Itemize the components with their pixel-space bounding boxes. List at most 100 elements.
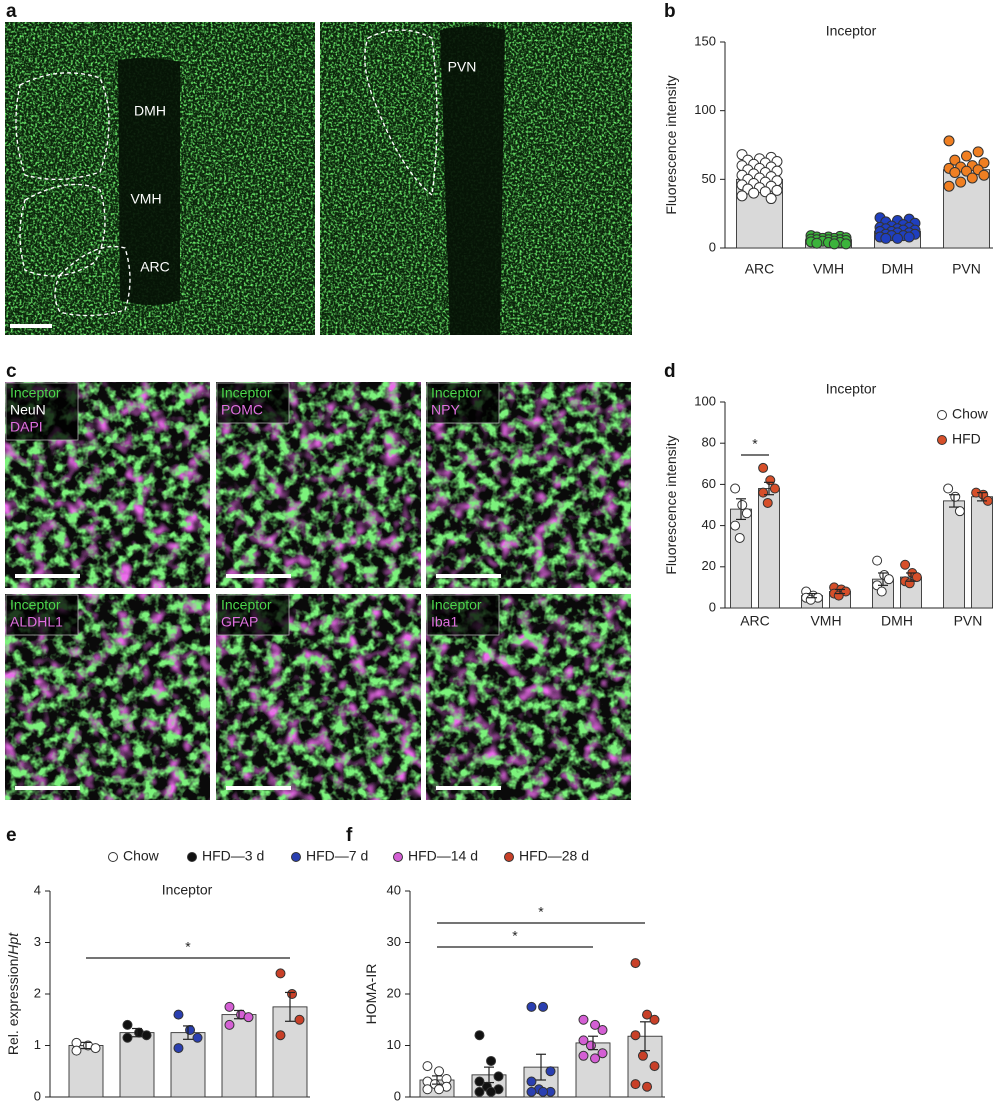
marker-label: Inceptor <box>221 597 272 613</box>
error-bar <box>588 1035 598 1051</box>
micrograph-a-left: DMH VMH ARC <box>5 22 315 335</box>
bar <box>971 496 993 609</box>
region-label: ARC <box>140 259 170 275</box>
data-point <box>173 1043 184 1054</box>
data-point <box>538 1086 549 1097</box>
data-point <box>748 187 760 199</box>
data-point <box>758 487 769 498</box>
data-point <box>966 172 978 184</box>
data-point <box>422 1084 433 1095</box>
x-tick-label: PVN <box>954 613 983 629</box>
data-point <box>903 231 915 243</box>
error-bar <box>234 1009 244 1020</box>
y-tick-label: 150 <box>694 33 716 48</box>
legend-label: HFD—7 d <box>306 848 368 864</box>
error-bar <box>432 1075 442 1085</box>
x-tick-label: DMH <box>881 613 913 629</box>
marker-label: Inceptor <box>431 597 482 613</box>
chart: 0 50 100 150 Inceptor Fluorescence intensity A… <box>663 23 993 277</box>
data-point <box>90 1043 101 1054</box>
data-point <box>486 1086 497 1097</box>
y-axis-label: Rel. expression/Hpt <box>5 932 21 1055</box>
panel-label: f <box>346 825 353 846</box>
data-point <box>474 1076 485 1087</box>
label-box <box>426 382 500 424</box>
data-point <box>422 1061 433 1072</box>
x-tick-label: DMH <box>882 261 914 277</box>
y-tick-label: 0 <box>34 1088 41 1102</box>
y-tick-label: 0 <box>709 239 716 254</box>
y-tick-label: 40 <box>387 882 401 897</box>
error-bar <box>81 1041 91 1050</box>
data-point <box>741 508 752 519</box>
error-bar <box>484 1066 494 1084</box>
region-label: VMH <box>130 191 161 207</box>
data-point <box>900 559 911 570</box>
data-point <box>578 1035 589 1046</box>
data-point <box>597 1025 608 1036</box>
legend-marker <box>187 852 197 862</box>
marker-label: Iba1 <box>431 614 458 630</box>
y-tick-label: 100 <box>694 393 716 408</box>
data-point <box>876 586 887 597</box>
region-outline <box>19 183 106 277</box>
error-bar <box>977 492 987 502</box>
data-point <box>972 146 984 158</box>
data-point <box>545 1066 556 1077</box>
data-point <box>275 968 286 979</box>
y-tick-label: 30 <box>387 934 401 949</box>
data-point <box>642 1009 653 1020</box>
data-point <box>474 1086 485 1097</box>
y-tick-label: 3 <box>34 934 41 949</box>
marker-label: Inceptor <box>10 385 61 401</box>
marker-label: GFAP <box>221 614 258 630</box>
data-point <box>630 958 641 969</box>
data-point <box>474 1030 485 1041</box>
data-point <box>71 1045 82 1056</box>
y-tick-label: 0 <box>709 599 716 614</box>
y-tick-label: 100 <box>694 102 716 117</box>
legend-marker <box>504 852 514 862</box>
y-axis-label: Fluorescence intensity <box>663 75 679 214</box>
legend-label: HFD <box>952 431 981 447</box>
y-axis-label-italic: Hpt <box>5 932 21 955</box>
y-tick-label: 20 <box>387 985 401 1000</box>
marker-label: DAPI <box>10 419 43 435</box>
x-tick-label: VMH <box>813 261 844 277</box>
scale-bar <box>436 574 501 578</box>
data-point <box>805 594 816 605</box>
bar <box>119 1032 155 1098</box>
data-point <box>486 1055 497 1066</box>
ventricle <box>118 57 180 305</box>
data-point <box>526 1076 537 1087</box>
label-box <box>5 594 79 636</box>
y-tick-label: 80 <box>702 435 716 450</box>
data-point <box>585 1040 596 1051</box>
data-point <box>173 1009 184 1020</box>
significance-label: * <box>185 939 191 955</box>
marker-label: ALDHL1 <box>10 614 63 630</box>
data-point <box>730 483 741 494</box>
error-bar <box>736 498 746 521</box>
error-bar <box>285 991 295 1022</box>
data-point <box>769 483 780 494</box>
data-point <box>287 989 298 999</box>
data-point <box>597 1048 608 1059</box>
x-tick-label: VMH <box>810 613 841 629</box>
data-point <box>762 497 773 508</box>
data-point <box>141 1030 152 1041</box>
panel-label: e <box>6 825 17 846</box>
region-outline <box>15 72 110 181</box>
data-point <box>578 1014 589 1025</box>
legend-label: HFD—28 d <box>519 848 589 864</box>
panel-label: d <box>664 361 676 382</box>
error-bar <box>906 572 916 582</box>
data-point <box>911 572 922 583</box>
error-bar <box>764 481 774 496</box>
y-tick-label: 2 <box>34 985 41 1000</box>
